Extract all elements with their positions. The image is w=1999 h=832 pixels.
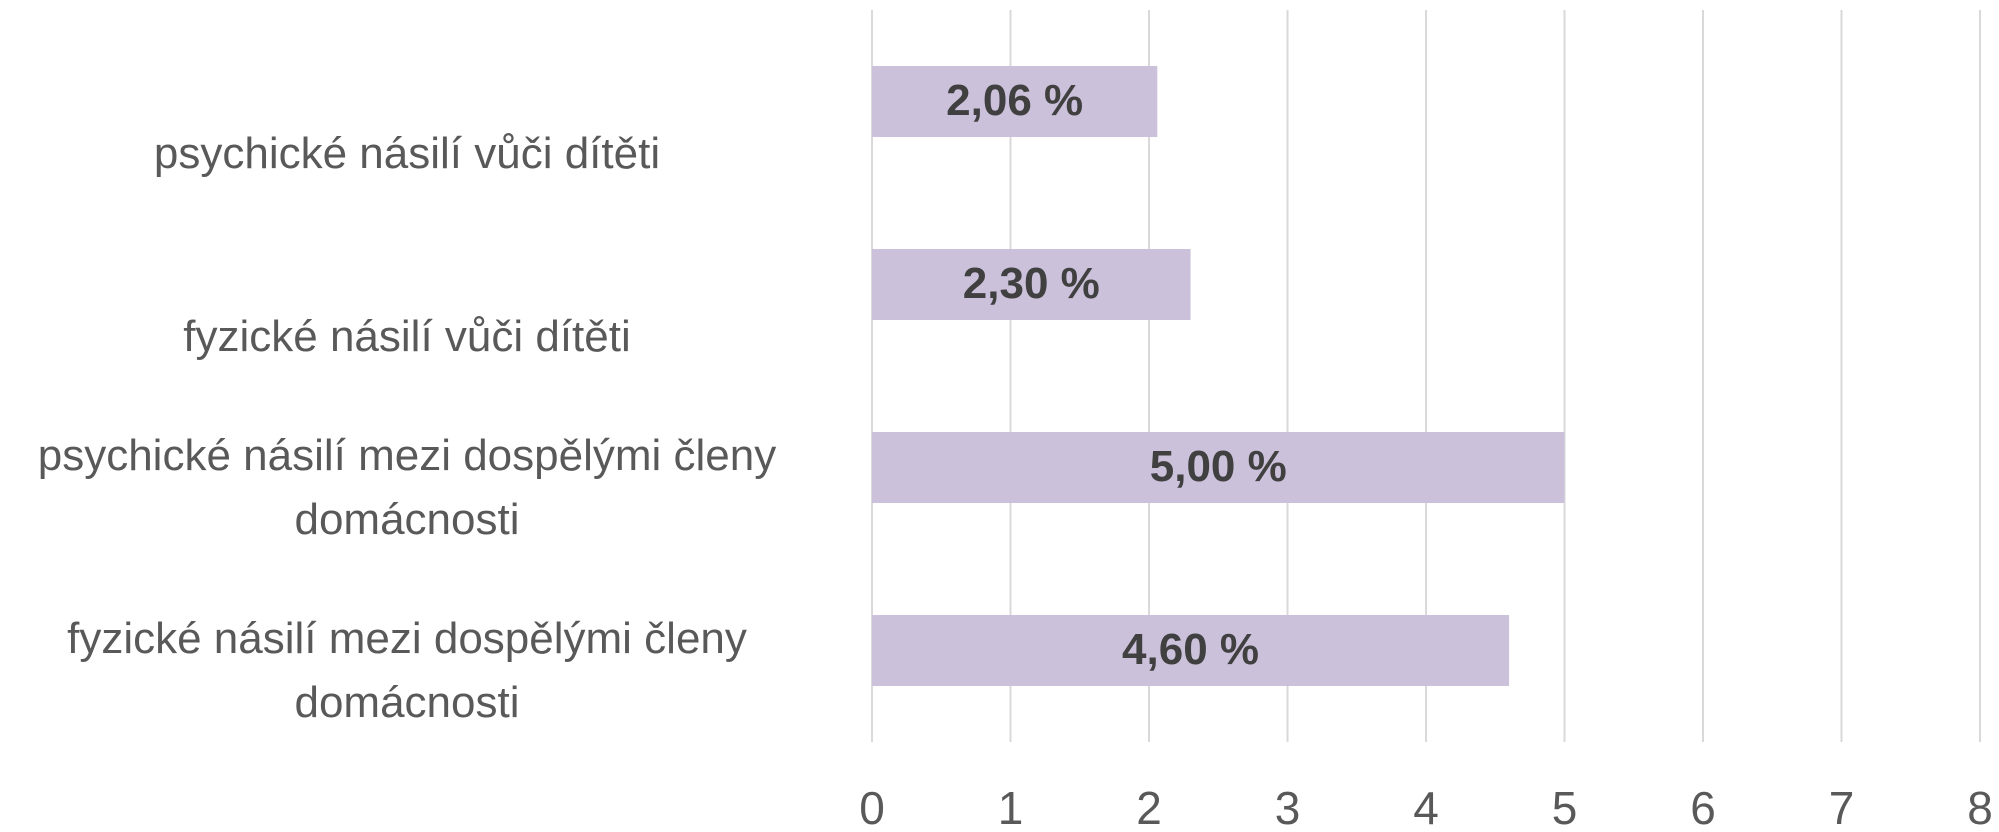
- value-label: 4,60 %: [1122, 625, 1259, 674]
- bar: [872, 249, 1191, 320]
- x-tick-label: 3: [1275, 782, 1301, 832]
- x-tick-label: 1: [998, 782, 1024, 832]
- x-tick-label: 7: [1829, 782, 1855, 832]
- bar: [872, 432, 1565, 503]
- category-label: psychické násilí vůči dítěti: [153, 129, 661, 178]
- x-tick-label: 0: [859, 782, 885, 832]
- x-tick-label: 8: [1967, 782, 1993, 832]
- category-label: psychické násilí mezi dospělými členy do…: [37, 431, 777, 544]
- value-label: 2,06 %: [946, 76, 1083, 125]
- category-label: fyzické násilí mezi dospělými členy domá…: [67, 614, 747, 727]
- category-label: fyzické násilí vůči dítěti: [183, 312, 631, 361]
- value-label: 2,30 %: [963, 259, 1100, 308]
- x-tick-label: 6: [1690, 782, 1716, 832]
- value-label: 5,00 %: [1150, 442, 1287, 491]
- bar: [872, 66, 1158, 137]
- x-tick-label: 4: [1413, 782, 1439, 832]
- x-tick-label: 5: [1552, 782, 1578, 832]
- bar: [872, 615, 1510, 686]
- x-tick-label: 2: [1136, 782, 1162, 832]
